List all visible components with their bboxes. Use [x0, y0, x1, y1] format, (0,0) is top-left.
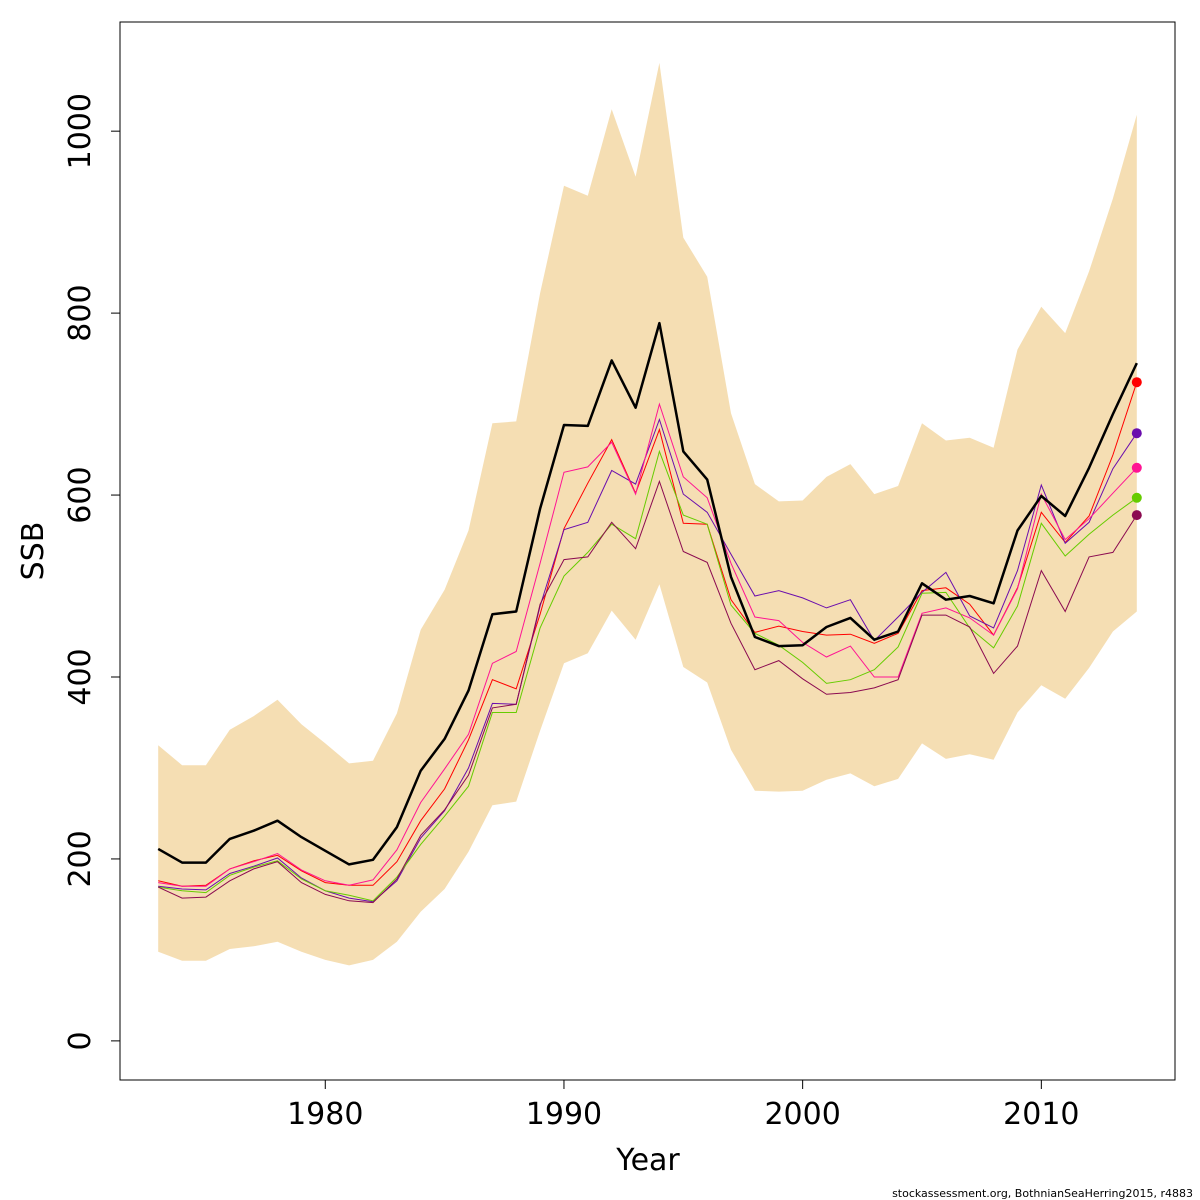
retro-series-line-5	[157, 479, 1138, 904]
plot-layer	[157, 62, 1142, 966]
y-tick-label-200: 200	[63, 830, 98, 887]
footer-note: stockassessment.org, BothnianSeaHerring2…	[892, 1187, 1193, 1200]
retro-series-line-4	[158, 449, 1138, 902]
y-tick-label-600: 600	[63, 466, 98, 523]
y-tick-label-400: 400	[63, 648, 98, 705]
x-axis: 1980 1990 2000 2010	[287, 1079, 1080, 1132]
x-tick-label-2010: 2010	[1003, 1097, 1079, 1132]
retro-end-point-1	[1131, 377, 1142, 388]
x-tick-label-1980: 1980	[287, 1097, 363, 1132]
retro-end-point-4	[1131, 492, 1142, 503]
y-tick-label-800: 800	[63, 284, 98, 341]
y-axis-title: SSB	[16, 522, 51, 581]
y-tick-label-1000: 1000	[63, 93, 98, 169]
retro-end-point-3	[1131, 462, 1142, 473]
y-tick-label-0: 0	[63, 1031, 98, 1050]
retro-series-line-1	[158, 382, 1138, 887]
retro-series-line-3	[158, 402, 1138, 887]
retro-end-point-5	[1131, 510, 1142, 521]
x-tick-label-2000: 2000	[764, 1097, 840, 1132]
ssb-main-line	[157, 321, 1138, 866]
x-axis-title: Year	[615, 1143, 680, 1178]
retro-end-point-2	[1131, 428, 1142, 439]
x-tick-label-1990: 1990	[526, 1097, 602, 1132]
y-axis: 0 200 400 600 800 1000	[63, 93, 121, 1050]
